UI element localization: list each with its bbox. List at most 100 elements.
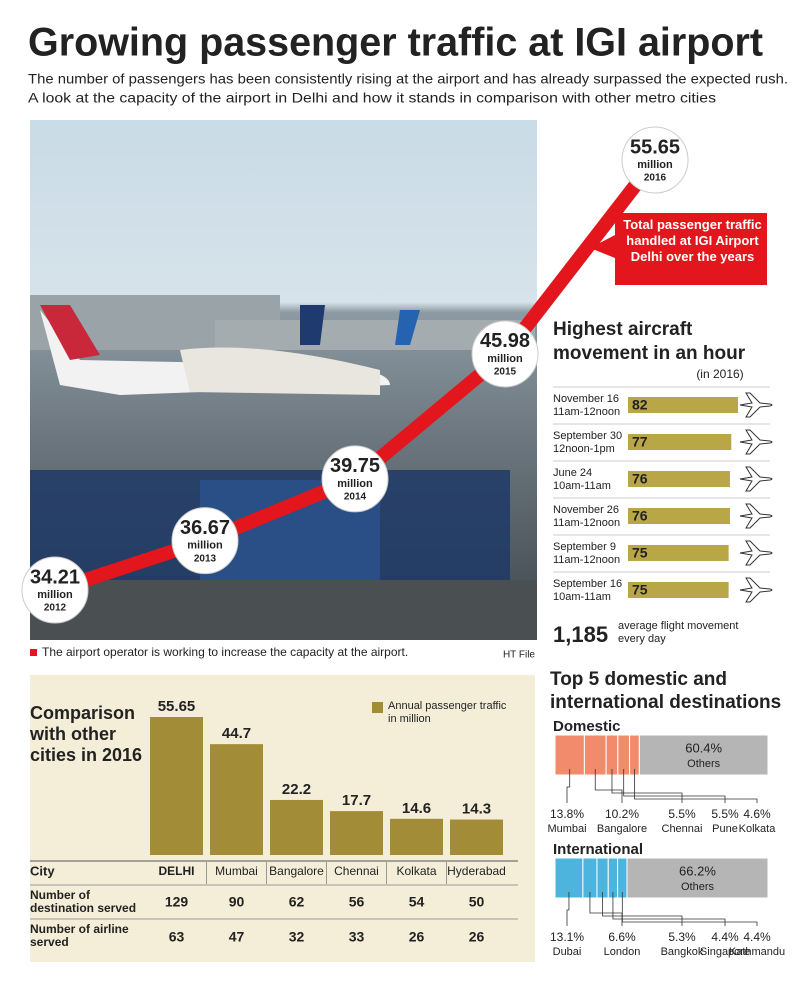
leader-line — [612, 892, 726, 926]
point-value: 45.98 — [480, 330, 530, 352]
point-year: 2014 — [344, 492, 367, 503]
point-badge — [471, 320, 539, 388]
bar-title: Comparison with other cities in 2016 — [30, 703, 143, 765]
segment-label: 4.4% — [711, 930, 739, 944]
segment-name: Bangkok — [661, 946, 704, 958]
point-value: 34.21 — [30, 566, 80, 588]
row-date: September 9 — [553, 541, 616, 553]
subtitle: A look at the capacity of the airport in… — [28, 90, 716, 106]
segment-name: Dubai — [553, 946, 582, 958]
bar-value: 76 — [632, 471, 648, 487]
bar-value: 14.3 — [462, 801, 491, 818]
segment-name: Others — [687, 758, 721, 770]
row-date: September 16 — [553, 578, 622, 590]
point-unit: million — [637, 159, 673, 171]
point-unit: million — [487, 353, 523, 365]
bar — [628, 545, 729, 561]
destinations-title: Top 5 domestic and international destina… — [550, 669, 782, 713]
segment-label: 60.4% — [685, 740, 722, 755]
point-unit: million — [337, 478, 373, 490]
segment-name: Kolkata — [739, 823, 777, 835]
segment-label: 4.6% — [743, 807, 771, 821]
table-value: 63 — [169, 929, 185, 945]
row-date: June 24 — [553, 467, 592, 479]
bar-value: 75 — [632, 582, 648, 598]
photo — [30, 120, 537, 640]
bar — [390, 818, 443, 855]
leader-line — [623, 769, 726, 803]
bar-value: 44.7 — [222, 725, 251, 742]
bar — [628, 471, 730, 487]
bar-value: 82 — [632, 397, 648, 413]
bar — [628, 582, 729, 598]
row-date: November 26 — [553, 504, 619, 516]
segment-label: 13.1% — [550, 930, 584, 944]
table-value: 90 — [229, 894, 245, 910]
row-label: Number of destination served — [30, 888, 137, 915]
leader-line — [566, 892, 570, 926]
point-value: 36.67 — [180, 517, 230, 539]
callout-box — [615, 213, 767, 285]
row-date: November 16 — [553, 393, 619, 405]
plane-icon — [739, 392, 773, 418]
row-time: 10am-11am — [553, 480, 611, 492]
row-time: 11am-12noon — [553, 554, 620, 566]
plane-icon — [739, 466, 773, 492]
point-year: 2016 — [644, 173, 667, 184]
point-value: 55.65 — [630, 136, 680, 158]
table-value: 62 — [289, 894, 305, 910]
photo-caption: The airport operator is working to incre… — [42, 645, 408, 659]
bar — [628, 434, 732, 450]
bar — [450, 819, 503, 855]
point-unit: million — [187, 540, 223, 552]
bar — [330, 811, 383, 855]
point-badge — [171, 507, 239, 575]
segment-name: London — [604, 946, 641, 958]
segment-name: Others — [681, 881, 715, 893]
legend-label: Annual passenger traffic in million — [388, 700, 507, 725]
segment-name: Kathmandu — [729, 946, 785, 958]
bar — [628, 397, 738, 413]
domestic-title: Domestic — [553, 718, 621, 735]
leader-line — [602, 892, 683, 926]
row-label: Number of airline served — [30, 922, 129, 949]
table-value: 129 — [165, 894, 189, 910]
segment-label: 6.6% — [608, 930, 636, 944]
callout-pointer — [590, 235, 615, 258]
segment — [638, 734, 769, 776]
point-badge — [21, 556, 89, 624]
bar — [270, 799, 323, 855]
segment-label: 13.8% — [550, 807, 584, 821]
row-date: September 30 — [553, 430, 622, 442]
bar-value: 17.7 — [342, 792, 371, 809]
table-value: 50 — [469, 894, 485, 910]
international-title: International — [553, 841, 643, 858]
segment-name: Bangalore — [597, 823, 647, 835]
bar-value: 77 — [632, 434, 648, 450]
leader-line — [611, 769, 683, 803]
leader-line — [634, 769, 758, 803]
point-year: 2012 — [44, 603, 67, 614]
table-header: City — [30, 863, 55, 878]
page-title: Growing passenger traffic at IGI airport — [28, 21, 763, 65]
bar-value: 14.6 — [402, 800, 431, 817]
point-badge — [621, 126, 689, 194]
row-time: 10am-11am — [553, 591, 611, 603]
caption-bullet — [30, 649, 37, 656]
city-label: Mumbai — [215, 864, 258, 878]
stat-value: 1,185 — [553, 622, 608, 647]
segment-name: Pune — [712, 823, 738, 835]
table-value: 33 — [349, 929, 365, 945]
table-value: 26 — [409, 929, 425, 945]
segment-label: 10.2% — [605, 807, 639, 821]
segment — [554, 857, 584, 899]
hbar-title: Highest aircraft movement in an hour — [553, 319, 746, 364]
segment-name: Singapore — [700, 946, 750, 958]
legend-swatch — [372, 702, 383, 713]
leader-line — [621, 892, 758, 926]
leader-line — [594, 769, 623, 803]
photo-credit: HT File — [503, 650, 535, 661]
segment — [626, 857, 769, 899]
point-unit: million — [37, 589, 73, 601]
